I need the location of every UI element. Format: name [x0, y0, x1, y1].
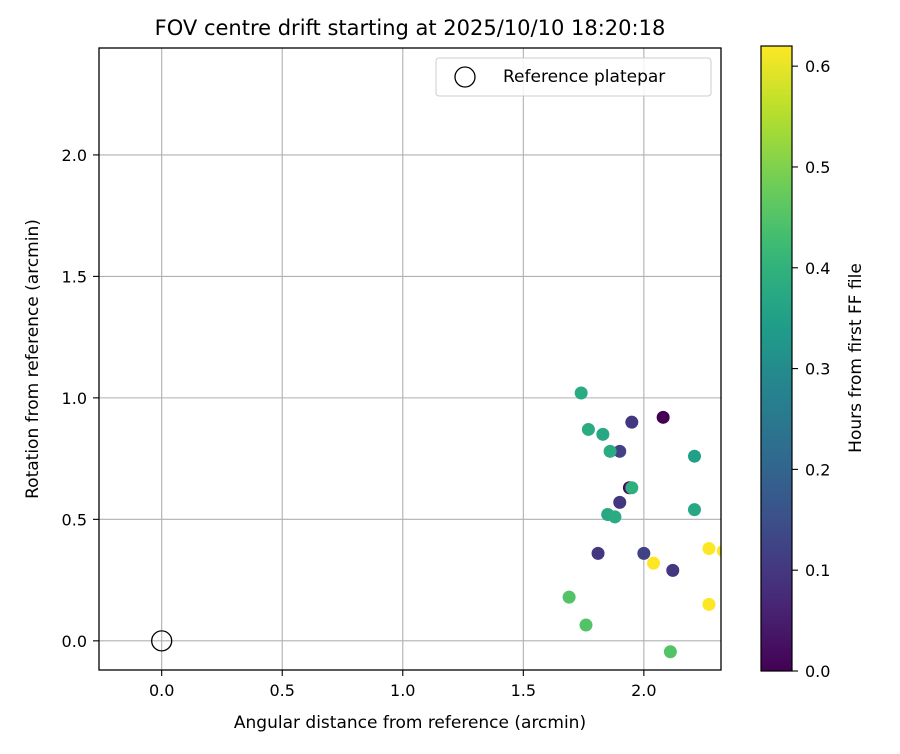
scatter-point: [579, 618, 593, 632]
chart-title: FOV centre drift starting at 2025/10/10 …: [155, 16, 666, 40]
legend-box: [435, 57, 712, 97]
scatter-point: [562, 590, 576, 604]
scatter-point: [625, 481, 639, 495]
scatter-point: [637, 546, 651, 560]
y-tick-label: 2.0: [62, 146, 87, 165]
scatter-point: [702, 542, 716, 556]
scatter-point: [574, 386, 588, 400]
scatter-point: [702, 597, 716, 611]
legend: Reference platepar: [435, 57, 712, 97]
colorbar-tick-label: 0.4: [805, 259, 830, 278]
colorbar-tick-label: 0.0: [805, 662, 830, 681]
x-tick-label: 2.0: [631, 681, 656, 700]
data-points: [562, 386, 721, 659]
x-tick-label: 1.5: [511, 681, 536, 700]
y-tick-label: 1.0: [62, 389, 87, 408]
scatter-point: [608, 510, 622, 524]
colorbar-tick-label: 0.3: [805, 360, 830, 379]
grid-lines: [99, 48, 721, 670]
legend-marker-icon: [454, 66, 476, 88]
y-tick-label: 1.5: [62, 267, 87, 286]
colorbar-tick-label: 0.6: [805, 57, 830, 76]
x-axis-ticks: 0.0 0.5 1.0 1.5 2.0: [149, 670, 657, 700]
scatter-point: [646, 556, 660, 570]
scatter-point: [603, 444, 617, 458]
scatter-point: [687, 503, 701, 517]
scatter-point: [581, 422, 595, 436]
scatter-point: [687, 449, 701, 463]
scatter-point: [613, 444, 627, 458]
legend-label: Reference platepar: [503, 67, 665, 87]
colorbar-tick-label: 0.2: [805, 460, 830, 479]
scatter-point: [656, 410, 670, 424]
colorbar: 0.0 0.1 0.2 0.3 0.4 0.5 0.6 Hours from first F…: [760, 45, 866, 681]
x-tick-label: 0.0: [149, 681, 174, 700]
scatter-point: [663, 645, 677, 659]
colorbar-label: Hours from first FF file: [846, 263, 866, 453]
scatter-point: [716, 544, 721, 557]
scatter-point: [596, 427, 610, 441]
colorbar-tick-label: 0.1: [805, 561, 830, 580]
scatter-point: [613, 495, 627, 509]
x-tick-label: 0.5: [269, 681, 294, 700]
y-tick-label: 0.0: [62, 632, 87, 651]
x-axis-label: Angular distance from reference (arcmin): [234, 713, 586, 733]
x-tick-label: 1.0: [390, 681, 415, 700]
colorbar-tick-label: 0.5: [805, 158, 830, 177]
y-axis-ticks: 0.0 0.5 1.0 1.5 2.0: [62, 146, 99, 651]
reference-marker-layer: [151, 630, 173, 652]
colorbar-gradient: [760, 45, 793, 672]
scatter-point: [666, 563, 680, 577]
colorbar-ticks: 0.0 0.1 0.2 0.3 0.4 0.5 0.6: [792, 57, 830, 681]
y-tick-label: 0.5: [62, 510, 87, 529]
reference-marker: [151, 630, 173, 652]
plot-frame: [98, 47, 722, 671]
scatter-point: [591, 546, 605, 560]
scatter-point: [625, 415, 639, 429]
y-axis-label: Rotation from reference (arcmin): [23, 219, 43, 499]
